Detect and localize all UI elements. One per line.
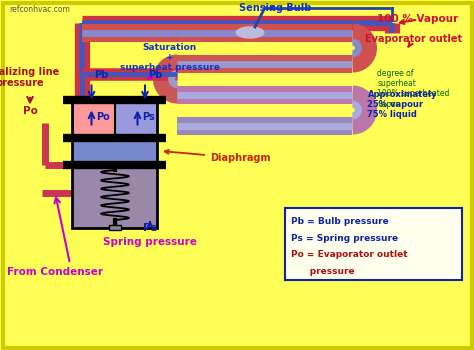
Text: Pb: Pb	[148, 70, 163, 80]
Bar	[115, 100, 157, 138]
Text: Po: Po	[97, 112, 110, 121]
Text: 100 % Vapour: 100 % Vapour	[377, 14, 459, 25]
Bar	[73, 138, 157, 228]
Text: Po = Evaporator outlet: Po = Evaporator outlet	[291, 250, 408, 259]
Text: Pb: Pb	[94, 70, 109, 80]
Text: From Condenser: From Condenser	[7, 267, 103, 277]
Text: Pb = Bulb pressure: Pb = Bulb pressure	[291, 217, 389, 226]
Text: Diaphragm: Diaphragm	[165, 150, 271, 163]
Text: Spring pressure: Spring pressure	[103, 237, 197, 247]
Text: Saturation
+
superheat pressure: Saturation + superheat pressure	[120, 43, 220, 79]
Bar	[109, 225, 121, 230]
Bar	[73, 100, 115, 138]
Text: Po: Po	[23, 106, 37, 116]
Text: Ps: Ps	[143, 112, 155, 121]
Ellipse shape	[236, 27, 264, 38]
Text: degree of
superheat
100% superheated
vapor: degree of superheat 100% superheated vap…	[377, 69, 450, 109]
Text: Ps: Ps	[143, 223, 157, 233]
Text: Evaporator outlet: Evaporator outlet	[365, 34, 462, 47]
Text: Ps = Spring pressure: Ps = Spring pressure	[291, 233, 398, 243]
Bar	[73, 165, 157, 228]
Text: Sensing Bulb: Sensing Bulb	[239, 3, 311, 13]
Bar	[285, 208, 463, 280]
Bar	[73, 138, 157, 165]
Bar	[73, 100, 157, 138]
Text: Equalizing line
pressure: Equalizing line pressure	[0, 67, 60, 88]
Text: refconhvac.com: refconhvac.com	[9, 5, 70, 14]
Text: pressure: pressure	[291, 266, 355, 275]
Text: Approximately
25% vapour
75% liquid: Approximately 25% vapour 75% liquid	[367, 90, 437, 119]
